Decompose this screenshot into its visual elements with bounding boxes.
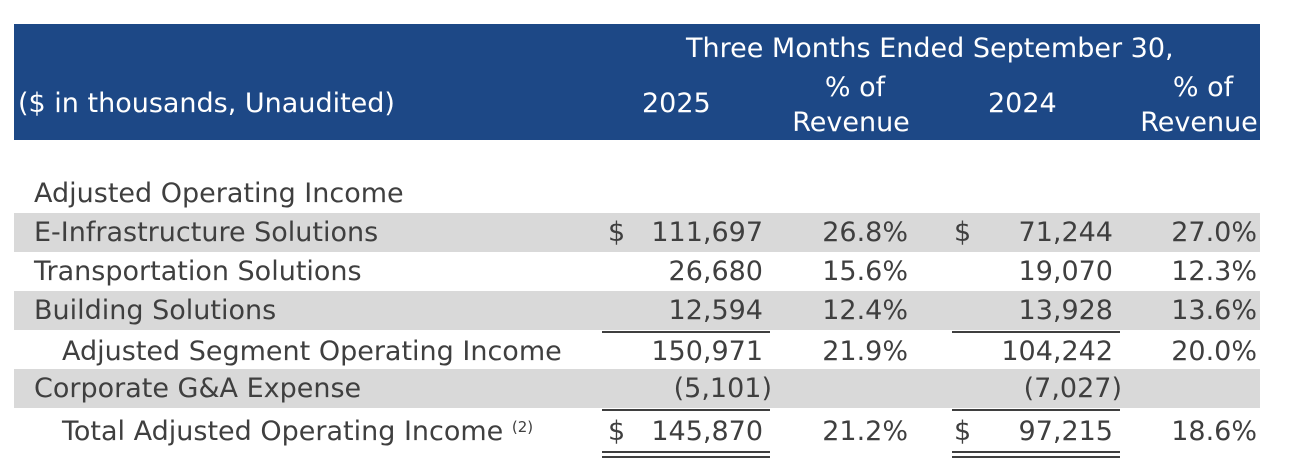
double-rule-2024-top	[952, 451, 1120, 453]
value-2024: 19,070	[1018, 256, 1113, 287]
row-shading	[14, 213, 1260, 252]
pct-2024-header-line2: Revenue	[1140, 107, 1258, 138]
value-2025: 150,971	[651, 336, 763, 367]
value-2024: 104,242	[1001, 336, 1113, 367]
row-label: Transportation Solutions	[34, 256, 362, 287]
row-label: Building Solutions	[34, 295, 277, 326]
row-label: Corporate G&A Expense	[34, 373, 362, 404]
value-2024: (7,027)	[1023, 373, 1122, 404]
pct-2024: 12.3%	[1171, 256, 1257, 287]
table-header	[14, 24, 1260, 140]
currency-symbol: $	[608, 416, 626, 447]
pct-2024: 27.0%	[1171, 217, 1257, 248]
value-2025: 145,870	[651, 416, 763, 447]
value-2024: 71,244	[1018, 217, 1113, 248]
total-rule-2024	[952, 409, 1120, 411]
double-rule-2025-bottom	[602, 456, 770, 458]
row-shading	[14, 291, 1260, 330]
value-2025: (5,101)	[673, 373, 772, 404]
subtotal-rule-2025	[602, 331, 770, 333]
units-label: ($ in thousands, Unaudited)	[18, 88, 395, 119]
value-2024: 13,928	[1018, 295, 1113, 326]
value-2025: 26,680	[668, 256, 763, 287]
total-rule-2025	[602, 409, 770, 411]
pct-2025: 21.9%	[822, 336, 908, 367]
year-2024-header: 2024	[988, 88, 1057, 119]
pct-2025: 15.6%	[822, 256, 908, 287]
value-2025: 111,697	[651, 217, 763, 248]
footnote-marker: (2)	[511, 418, 534, 436]
pct-2024: 13.6%	[1171, 295, 1257, 326]
pct-2025-header-line1: % of	[824, 72, 886, 103]
year-2025-header: 2025	[642, 88, 711, 119]
value-2025: 12,594	[668, 295, 763, 326]
pct-2025-header-line2: Revenue	[792, 107, 910, 138]
double-rule-2025-top	[602, 451, 770, 453]
currency-symbol: $	[954, 217, 972, 248]
row-shading	[14, 369, 1260, 408]
row-label: E-Infrastructure Solutions	[34, 217, 379, 248]
pct-2025: 12.4%	[822, 295, 908, 326]
double-rule-2024-bottom	[952, 456, 1120, 458]
currency-symbol: $	[608, 217, 626, 248]
pct-2024: 18.6%	[1171, 416, 1257, 447]
section-title: Adjusted Operating Income	[34, 178, 404, 209]
subtotal-rule-2024	[952, 331, 1120, 333]
pct-2024-header-line1: % of	[1172, 72, 1234, 103]
period-header: Three Months Ended September 30,	[686, 33, 1174, 64]
pct-2025: 26.8%	[822, 217, 908, 248]
pct-2025: 21.2%	[822, 416, 908, 447]
row-label: Total Adjusted Operating Income (2)	[62, 412, 533, 451]
row-label: Adjusted Segment Operating Income	[62, 336, 562, 367]
value-2024: 97,215	[1018, 416, 1113, 447]
currency-symbol: $	[954, 416, 972, 447]
pct-2024: 20.0%	[1171, 336, 1257, 367]
total-label-text: Total Adjusted Operating Income	[62, 416, 504, 447]
